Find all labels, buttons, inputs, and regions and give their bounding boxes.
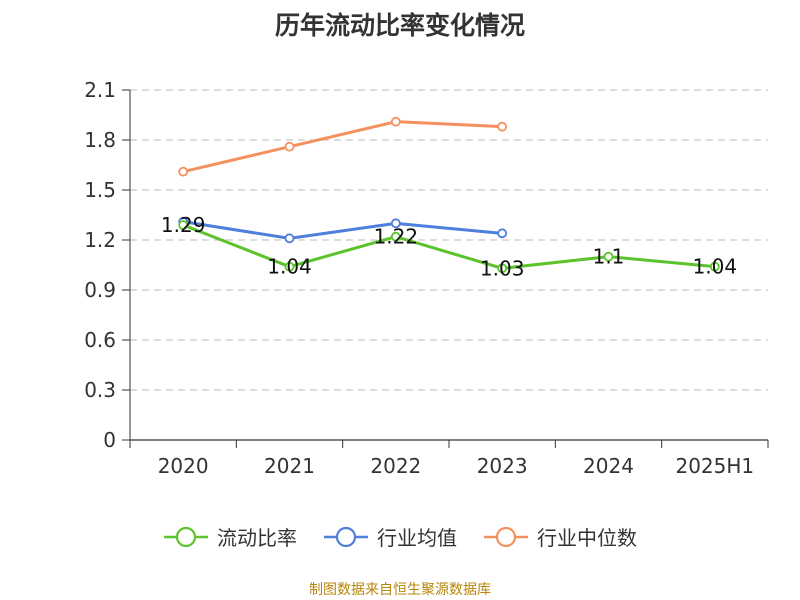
x-tick-label: 2021	[264, 454, 315, 478]
x-tick-label: 2023	[477, 454, 528, 478]
series-lines	[178, 116, 720, 274]
x-tick-label: 2020	[158, 454, 209, 478]
series-line	[182, 223, 715, 270]
data-point	[178, 166, 189, 177]
legend-marker-icon	[324, 526, 368, 547]
data-label: 1.04	[267, 255, 312, 279]
data-point	[390, 218, 401, 229]
data-point	[284, 233, 295, 244]
legend-marker-icon	[164, 526, 208, 547]
y-tick-label: 0.6	[84, 328, 116, 352]
y-tick-label: 1.8	[84, 128, 116, 152]
data-label: 1.04	[693, 255, 738, 279]
data-point	[603, 251, 614, 262]
data-point	[497, 263, 508, 274]
legend-label: 行业中位数	[537, 526, 637, 550]
data-point	[497, 121, 508, 132]
legend-item[interactable]: 流动比率	[163, 522, 297, 551]
y-tick-label: 0.9	[84, 278, 116, 302]
legend-marker-icon	[484, 526, 528, 547]
data-point	[497, 228, 508, 239]
y-tick-label: 0	[103, 428, 116, 452]
series-0	[178, 220, 720, 274]
legend-item[interactable]: 行业中位数	[483, 522, 637, 551]
series-1	[178, 216, 508, 244]
data-point	[284, 261, 295, 272]
series-2	[178, 116, 508, 177]
y-tick-label: 1.5	[84, 178, 116, 202]
y-axis: 0 0.3 0.6 0.9 1.2 1.5 1.8 2.1	[84, 78, 131, 452]
data-point	[709, 261, 720, 272]
data-point	[390, 231, 401, 242]
x-tick-label: 2025H1	[675, 454, 754, 478]
legend-label: 行业均值	[377, 526, 457, 550]
chart-title: 历年流动比率变化情况	[274, 11, 525, 40]
data-point	[390, 116, 401, 127]
data-point	[178, 220, 189, 230]
x-axis: 2020 2021 2022 2023 2024 2025H1	[129, 439, 769, 478]
y-tick-label: 1.2	[84, 228, 116, 252]
grid-lines	[130, 89, 768, 391]
legend-label: 流动比率	[217, 526, 297, 550]
y-tick-label: 0.3	[84, 378, 116, 402]
data-point	[284, 141, 295, 152]
x-tick-label: 2024	[583, 454, 634, 478]
source-note: 制图数据来自恒生聚源数据库	[309, 582, 491, 598]
data-label: 1.1	[593, 245, 625, 269]
y-tick-label: 2.1	[84, 78, 116, 102]
data-label: 1.03	[480, 256, 525, 280]
x-tick-label: 2022	[370, 454, 421, 478]
data-label: 1.29	[161, 213, 206, 237]
data-label: 1.22	[374, 225, 419, 249]
series-line	[182, 220, 503, 240]
legend-item[interactable]: 行业均值	[323, 522, 457, 551]
legend: 流动比率 行业均值 行业中位数	[0, 522, 800, 551]
data-labels: 1.29 1.04 1.22 1.03 1.1 1.04	[161, 213, 737, 280]
series-line	[182, 120, 503, 174]
